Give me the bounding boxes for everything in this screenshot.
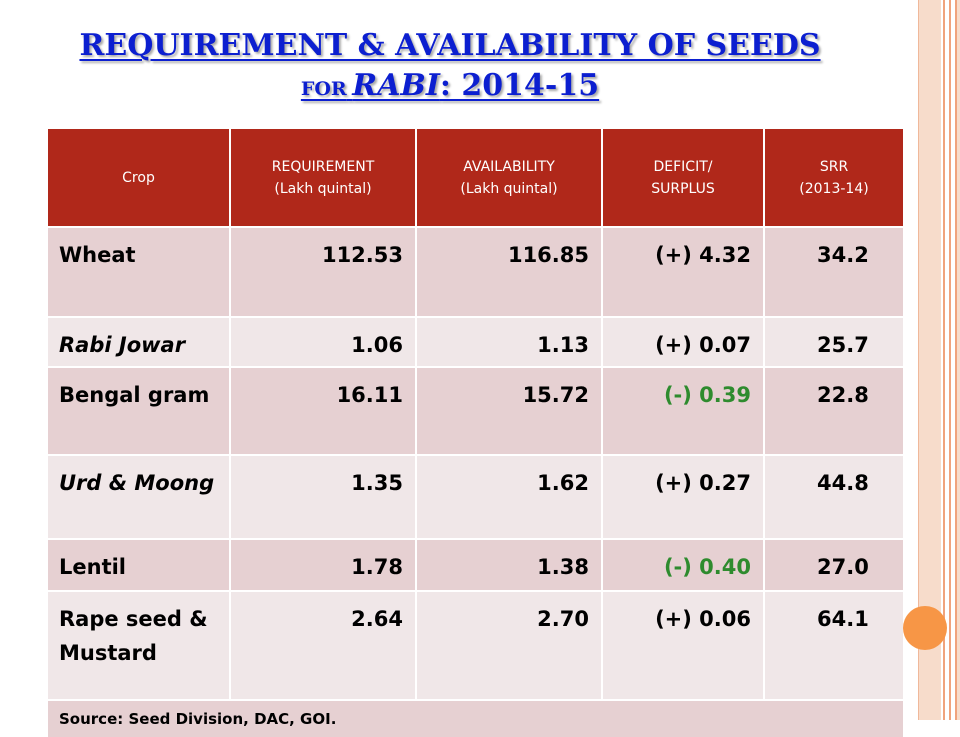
table-row: Rabi Jowar 1.06 1.13 (+) 0.07 25.7 <box>48 316 903 367</box>
title-rabi: Rabi <box>352 68 440 103</box>
srr-cell: 64.1 <box>763 590 903 700</box>
table-row: Rape seed & Mustard 2.64 2.70 (+) 0.06 6… <box>48 590 903 700</box>
srr-cell: 22.8 <box>763 366 903 455</box>
availability-cell: 15.72 <box>415 366 602 455</box>
deficit-cell: (-) 0.39 <box>601 366 764 455</box>
deficit-cell: (+) 4.32 <box>601 226 764 317</box>
srr-cell: 34.2 <box>763 226 903 317</box>
crop-cell: Lentil <box>48 538 230 591</box>
title-for: for <box>300 78 347 100</box>
crop-cell: Bengal gram <box>48 366 230 455</box>
table-row: Bengal gram 16.11 15.72 (-) 0.39 22.8 <box>48 366 903 455</box>
deficit-cell: (+) 0.27 <box>601 454 764 539</box>
header-deficit: DEFICIT/SURPLUS <box>601 127 764 227</box>
requirement-cell: 2.64 <box>229 590 416 700</box>
crop-cell: Rabi Jowar <box>48 316 230 367</box>
header-requirement: REQUIREMENT (Lakh quintal) <box>229 127 416 227</box>
crop-cell: Urd & Moong <box>48 454 230 539</box>
srr-cell: 25.7 <box>763 316 903 367</box>
title-line-1: Requirement & Availability of Seeds <box>79 28 821 63</box>
table-row: Wheat 112.53 116.85 (+) 4.32 34.2 <box>48 226 903 317</box>
availability-cell: 1.62 <box>415 454 602 539</box>
slide-title: Requirement & Availability of Seeds for … <box>60 26 840 110</box>
source-note: Source: Seed Division, DAC, GOI. <box>48 699 903 737</box>
srr-cell: 27.0 <box>763 538 903 591</box>
requirement-cell: 16.11 <box>229 366 416 455</box>
title-year: : 2014-15 <box>439 68 600 103</box>
availability-cell: 1.38 <box>415 538 602 591</box>
table-row: Lentil 1.78 1.38 (-) 0.40 27.0 <box>48 538 903 591</box>
deficit-cell: (+) 0.06 <box>601 590 764 700</box>
title-line-2: for Rabi: 2014-15 <box>60 66 840 110</box>
crop-cell: Rape seed & Mustard <box>48 590 230 700</box>
header-srr: SRR (2013-14) <box>763 127 903 227</box>
seed-table: Crop REQUIREMENT (Lakh quintal) AVAILABIL… <box>48 127 903 737</box>
availability-cell: 116.85 <box>415 226 602 317</box>
srr-cell: 44.8 <box>763 454 903 539</box>
table-header-row: Crop REQUIREMENT (Lakh quintal) AVAILABIL… <box>48 127 903 227</box>
availability-cell: 2.70 <box>415 590 602 700</box>
requirement-cell: 112.53 <box>229 226 416 317</box>
source-row: Source: Seed Division, DAC, GOI. <box>48 699 903 737</box>
requirement-cell: 1.78 <box>229 538 416 591</box>
accent-circle <box>903 606 947 650</box>
header-crop: Crop <box>48 127 230 227</box>
requirement-cell: 1.35 <box>229 454 416 539</box>
slide-border <box>918 0 960 720</box>
table-row: Urd & Moong 1.35 1.62 (+) 0.27 44.8 <box>48 454 903 539</box>
header-availability: AVAILABILITY (Lakh quintal) <box>415 127 602 227</box>
crop-cell: Wheat <box>48 226 230 317</box>
availability-cell: 1.13 <box>415 316 602 367</box>
deficit-cell: (-) 0.40 <box>601 538 764 591</box>
deficit-cell: (+) 0.07 <box>601 316 764 367</box>
requirement-cell: 1.06 <box>229 316 416 367</box>
